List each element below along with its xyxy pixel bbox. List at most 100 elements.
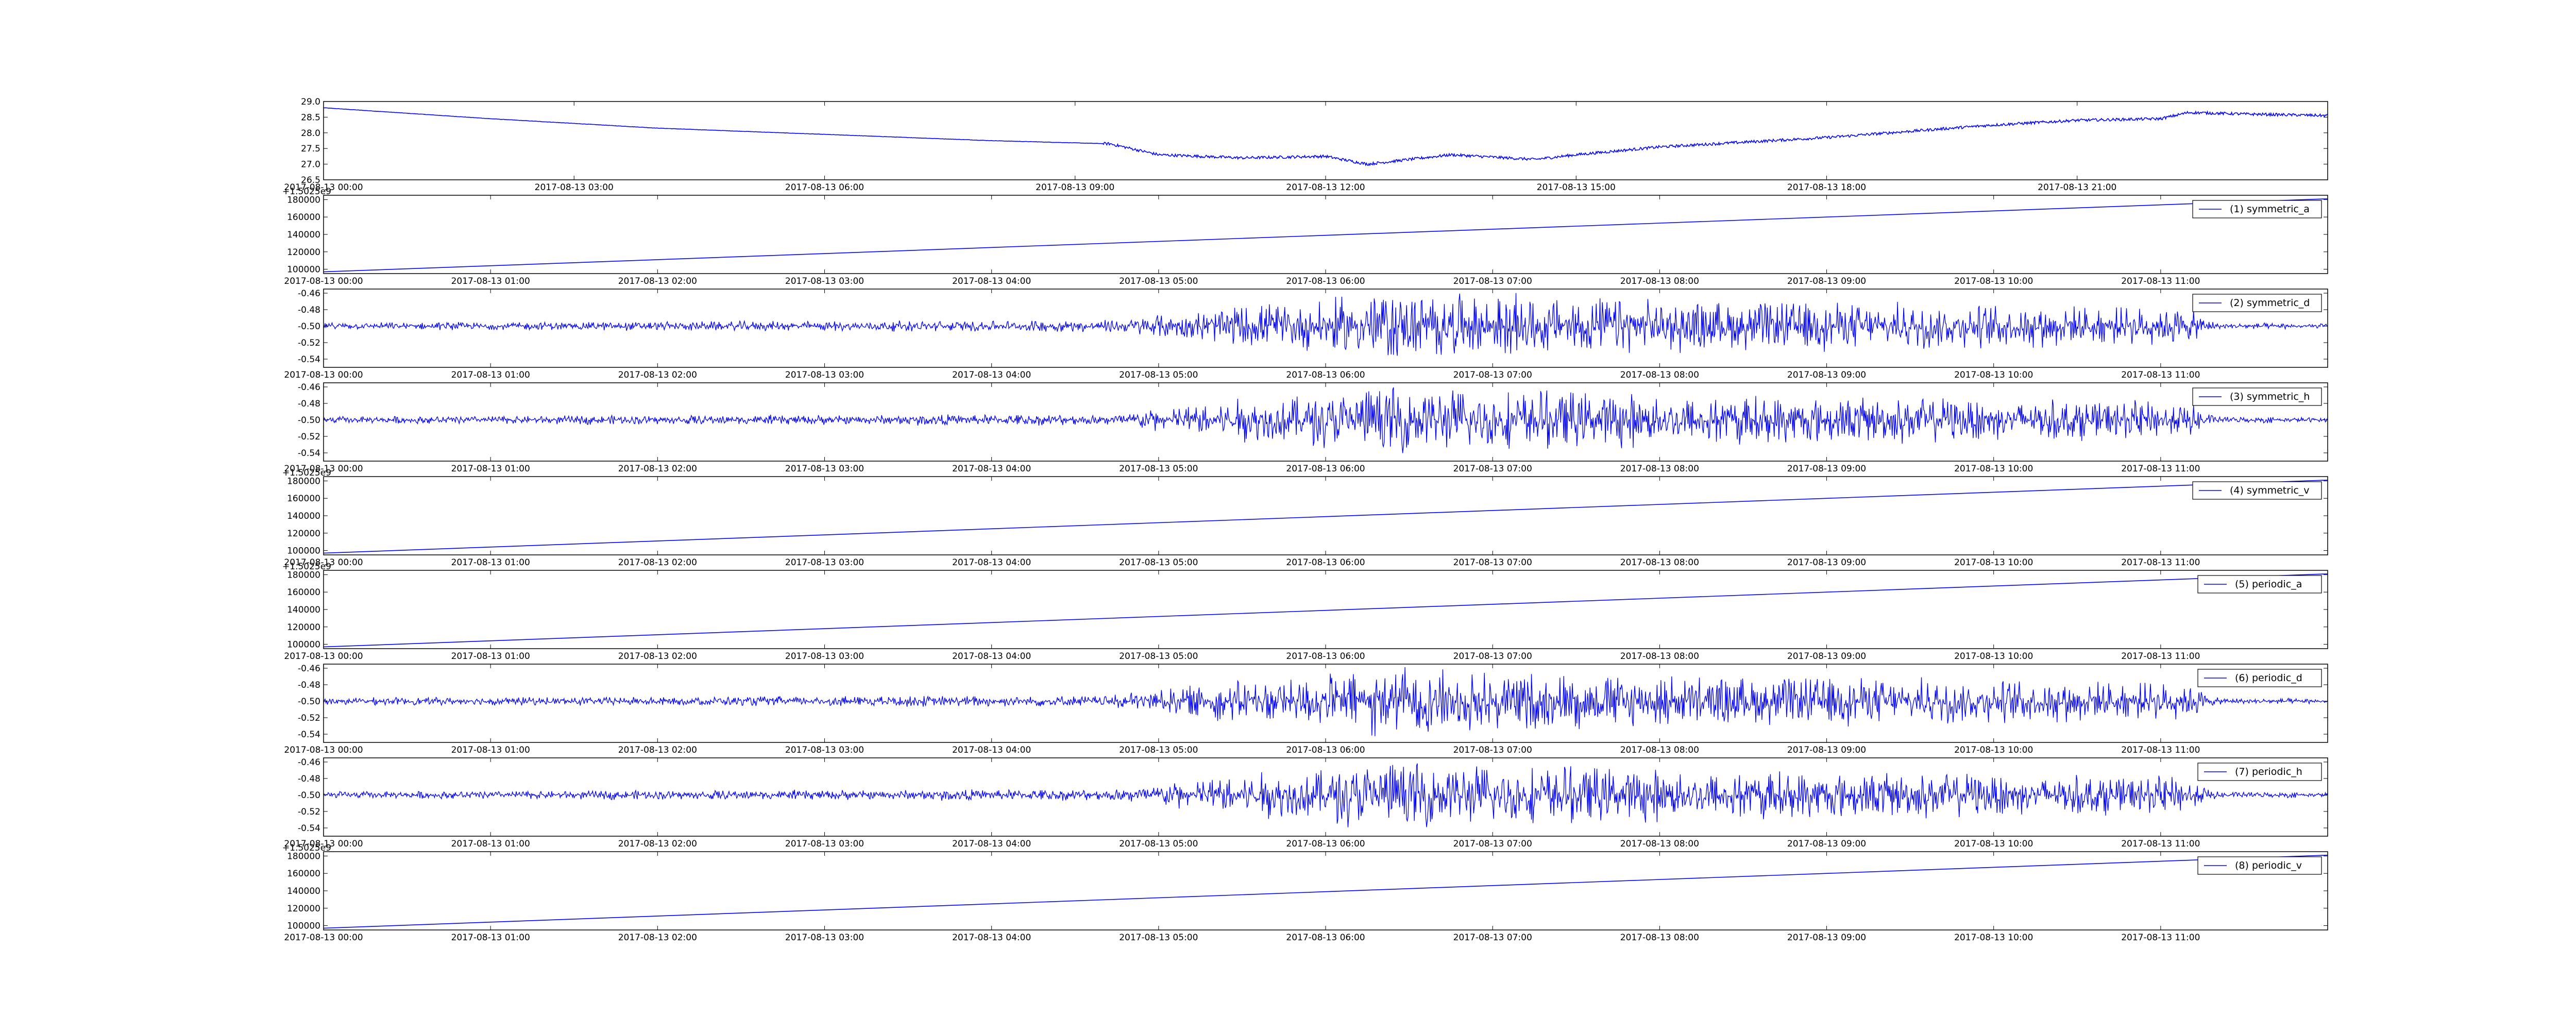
x-tick-label: 2017-08-13 04:00 — [952, 370, 1031, 380]
x-tick-label: 2017-08-13 07:00 — [1453, 839, 1532, 849]
series-line-4-1 — [324, 387, 2328, 453]
subplot-8: -0.54 -0.52 -0.50 -0.48 -0.46 2017-08-13 00:0… — [284, 757, 2328, 849]
y-tick-label: 28.0 — [301, 128, 320, 139]
x-tick-label: 2017-08-13 05:00 — [1119, 276, 1198, 286]
y-tick-label: 180000 — [287, 476, 320, 486]
series-line-3-1 — [324, 293, 2328, 356]
series-line-5-1 — [324, 480, 2328, 554]
x-tick-label: 2017-08-13 08:00 — [1620, 370, 1699, 380]
x-tick-label: 2017-08-13 02:00 — [618, 651, 697, 662]
x-tick-label: 2017-08-13 03:00 — [785, 839, 864, 849]
legend-label: (6) periodic_d — [2235, 672, 2302, 684]
x-tick-label: 2017-08-13 04:00 — [952, 557, 1031, 568]
y-tick-label: 140000 — [287, 886, 320, 896]
y-tick-label: 180000 — [287, 195, 320, 205]
x-tick-label: 2017-08-13 10:00 — [1954, 651, 2033, 662]
x-tick-label: 2017-08-13 03:00 — [785, 464, 864, 474]
x-tick-label: 2017-08-13 08:00 — [1620, 839, 1699, 849]
x-tick-label: 2017-08-13 02:00 — [618, 839, 697, 849]
x-tick-label: 2017-08-13 06:00 — [1286, 651, 1365, 662]
subplot-7: -0.54 -0.52 -0.50 -0.48 -0.46 2017-08-13 00:0… — [284, 664, 2328, 755]
series-line-2-1 — [324, 198, 2328, 273]
y-tick-label: -0.46 — [298, 382, 320, 393]
x-tick-label: 2017-08-13 06:00 — [1286, 557, 1365, 568]
x-tick-label: 2017-08-13 09:00 — [1787, 370, 1866, 380]
x-tick-label: 2017-08-13 05:00 — [1119, 651, 1198, 662]
x-tick-label: 2017-08-13 10:00 — [1954, 276, 2033, 286]
x-tick-label: 2017-08-13 08:00 — [1620, 464, 1699, 474]
x-tick-label: 2017-08-13 07:00 — [1453, 464, 1532, 474]
offset-text: +1.5025e9 — [282, 468, 331, 478]
x-tick-label: 2017-08-13 05:00 — [1119, 839, 1198, 849]
series-line-8-1 — [324, 763, 2328, 827]
x-tick-label: 2017-08-13 02:00 — [618, 557, 697, 568]
x-tick-label: 2017-08-13 04:00 — [952, 745, 1031, 755]
x-tick-label: 2017-08-13 05:00 — [1119, 933, 1198, 943]
y-tick-label: -0.54 — [298, 354, 320, 365]
x-tick-label: 2017-08-13 01:00 — [451, 276, 530, 286]
x-tick-label: 2017-08-13 06:00 — [1286, 933, 1365, 943]
x-tick-label: 2017-08-13 07:00 — [1453, 370, 1532, 380]
x-tick-label: 2017-08-13 11:00 — [2121, 651, 2200, 662]
y-tick-label: 160000 — [287, 869, 320, 879]
x-tick-label: 2017-08-13 12:00 — [1286, 182, 1365, 193]
legend-label: (5) periodic_a — [2235, 579, 2302, 590]
legend-box — [2192, 481, 2322, 500]
x-tick-label: 2017-08-13 06:00 — [1286, 464, 1365, 474]
x-tick-label: 2017-08-13 01:00 — [451, 651, 530, 662]
x-tick-label: 2017-08-13 07:00 — [1453, 276, 1532, 286]
x-tick-label: 2017-08-13 03:00 — [785, 370, 864, 380]
axes-frame — [323, 851, 2328, 930]
x-tick-label: 2017-08-13 07:00 — [1453, 651, 1532, 662]
series-line-7-1 — [324, 667, 2328, 736]
y-tick-label: 160000 — [287, 494, 320, 504]
x-tick-label: 2017-08-13 11:00 — [2121, 933, 2200, 943]
y-tick-label: -0.54 — [298, 823, 320, 834]
x-tick-label: 2017-08-13 04:00 — [952, 933, 1031, 943]
x-tick-label: 2017-08-13 06:00 — [1286, 839, 1365, 849]
subplot-3: -0.54 -0.52 -0.50 -0.48 -0.46 2017-08-13 00:0… — [284, 289, 2328, 380]
legend-label: (2) symmetric_d — [2230, 297, 2310, 309]
y-tick-label: 28.5 — [301, 112, 320, 123]
subplot-2: 100000 120000 140000 160000 180000 2017-08-13… — [282, 187, 2328, 286]
x-tick-label: 2017-08-13 11:00 — [2121, 839, 2200, 849]
x-tick-label: 2017-08-13 10:00 — [1954, 745, 2033, 755]
x-tick-label: 2017-08-13 01:00 — [451, 745, 530, 755]
x-tick-label: 2017-08-13 08:00 — [1620, 745, 1699, 755]
x-tick-label: 2017-08-13 09:00 — [1787, 464, 1866, 474]
y-tick-label: -0.48 — [298, 774, 320, 784]
axes-frame — [323, 101, 2328, 180]
x-tick-label: 2017-08-13 04:00 — [952, 276, 1031, 286]
legend-label: (1) symmetric_a — [2230, 204, 2310, 215]
x-tick-label: 2017-08-13 06:00 — [1286, 370, 1365, 380]
y-tick-label: 120000 — [287, 247, 320, 258]
series-line-9-1 — [324, 855, 2328, 929]
y-tick-label: -0.48 — [298, 680, 320, 690]
y-tick-label: 140000 — [287, 230, 320, 240]
y-tick-label: 120000 — [287, 904, 320, 914]
y-tick-label: -0.50 — [298, 415, 320, 426]
y-tick-label: 140000 — [287, 605, 320, 615]
x-tick-label: 2017-08-13 08:00 — [1620, 276, 1699, 286]
axes-frame — [323, 664, 2328, 743]
y-tick-label: 180000 — [287, 570, 320, 580]
y-tick-label: -0.52 — [298, 432, 320, 442]
x-tick-label: 2017-08-13 00:00 — [284, 276, 363, 286]
y-tick-label: 180000 — [287, 851, 320, 861]
x-tick-label: 2017-08-13 00:00 — [284, 933, 363, 943]
y-tick-label: 160000 — [287, 212, 320, 223]
x-tick-label: 2017-08-13 03:00 — [785, 276, 864, 286]
x-tick-label: 2017-08-13 10:00 — [1954, 370, 2033, 380]
x-tick-label: 2017-08-13 07:00 — [1453, 933, 1532, 943]
x-tick-label: 2017-08-13 00:00 — [284, 839, 363, 849]
y-tick-label: -0.54 — [298, 730, 320, 740]
legend-label: (4) symmetric_v — [2230, 485, 2310, 496]
x-tick-label: 2017-08-13 06:00 — [1286, 276, 1365, 286]
x-tick-label: 2017-08-13 10:00 — [1954, 839, 2033, 849]
offset-text: +1.5025e9 — [282, 187, 331, 197]
x-tick-label: 2017-08-13 09:00 — [1787, 839, 1866, 849]
y-tick-label: 26.5 — [301, 175, 320, 185]
x-tick-label: 2017-08-13 11:00 — [2121, 370, 2200, 380]
